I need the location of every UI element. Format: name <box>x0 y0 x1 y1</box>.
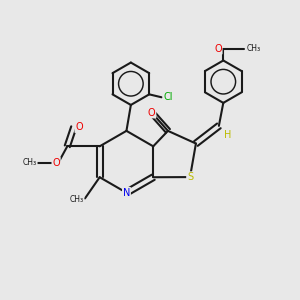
Text: O: O <box>52 158 60 167</box>
Text: CH₃: CH₃ <box>23 158 37 167</box>
Text: CH₃: CH₃ <box>246 44 260 53</box>
Text: S: S <box>187 172 193 182</box>
Text: N: N <box>123 188 130 198</box>
Text: O: O <box>148 108 156 118</box>
Text: Cl: Cl <box>163 92 173 102</box>
Text: H: H <box>224 130 231 140</box>
Text: O: O <box>75 122 83 132</box>
Text: CH₃: CH₃ <box>70 195 84 204</box>
Text: O: O <box>214 44 222 54</box>
